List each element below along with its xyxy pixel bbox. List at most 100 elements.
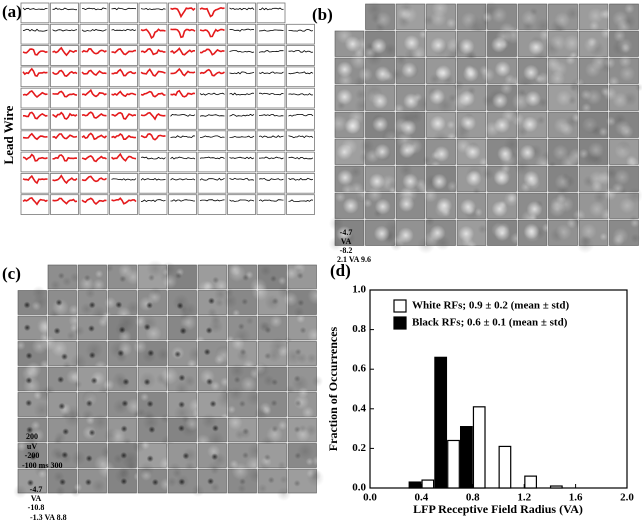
rf-blob <box>296 272 304 280</box>
trace-cell <box>227 130 256 152</box>
rf-texture <box>277 461 287 470</box>
bar <box>459 426 473 489</box>
rf-blob <box>491 7 508 24</box>
trace <box>199 7 225 18</box>
rf-texture <box>306 353 317 364</box>
rf-texture <box>603 187 617 201</box>
rf-texture <box>201 412 217 429</box>
trace <box>111 111 137 120</box>
trace-cell <box>79 109 109 130</box>
rf-blob <box>146 301 154 309</box>
y-tick-label: 0.6 <box>352 363 366 375</box>
rf-texture <box>349 51 368 70</box>
rf-texture <box>222 293 238 309</box>
rf-texture <box>466 240 477 251</box>
trace <box>258 92 284 96</box>
trace-cell <box>109 45 138 66</box>
rf-texture <box>68 304 80 316</box>
rf-blob <box>147 349 155 357</box>
bar <box>524 475 538 489</box>
rf-blob <box>23 301 31 309</box>
x-tick-label: 0.4 <box>415 492 429 504</box>
rf-blob <box>293 375 301 383</box>
trace-cell <box>109 109 138 130</box>
trace-cell <box>256 66 286 88</box>
rf-texture <box>306 327 322 343</box>
trace <box>170 67 196 77</box>
trace <box>52 90 78 98</box>
rf-texture <box>277 420 288 431</box>
rf-texture <box>569 83 578 92</box>
trace-cell <box>256 194 286 215</box>
rf-blob <box>526 201 543 218</box>
trace <box>229 177 255 181</box>
trace <box>23 111 48 120</box>
rf-blob <box>242 274 250 282</box>
trace <box>258 29 284 32</box>
rf-blob <box>401 62 418 79</box>
rf-blob <box>433 145 450 162</box>
trace <box>170 47 195 56</box>
rf-texture <box>132 439 146 453</box>
rf-texture <box>452 79 465 92</box>
rf-blob <box>461 12 478 29</box>
rf-blob <box>494 225 511 242</box>
trace-cell <box>197 151 227 173</box>
rf-texture <box>103 379 115 391</box>
trace <box>258 135 284 138</box>
rf-blob <box>267 476 275 484</box>
y-tick-label: 1.0 <box>352 284 366 296</box>
rf-blob <box>90 377 98 385</box>
panel-label: (a) <box>2 2 22 21</box>
rf-blob <box>370 37 387 54</box>
rf-blob <box>29 453 37 461</box>
rf-texture <box>16 440 27 452</box>
rf-blob <box>552 144 569 161</box>
rf-texture <box>330 115 348 132</box>
rf-blob <box>263 453 271 461</box>
rf-blob <box>336 144 353 161</box>
rf-texture <box>30 420 41 431</box>
trace <box>81 29 107 32</box>
trace-cell <box>168 109 197 130</box>
rf-blob <box>551 60 568 77</box>
rf-texture <box>446 17 457 29</box>
rf-blob <box>429 88 446 105</box>
rf-texture <box>260 265 272 277</box>
rf-blob <box>294 452 302 460</box>
rf-texture <box>517 88 527 98</box>
trace-cell <box>227 23 256 45</box>
rf-texture <box>565 54 576 66</box>
trace-cell <box>286 194 315 215</box>
rf-texture <box>69 272 81 283</box>
trace <box>140 111 166 121</box>
rf-blob <box>554 11 571 28</box>
rf-texture <box>634 83 642 92</box>
rf-blob <box>270 399 278 407</box>
rf-texture <box>625 155 637 167</box>
rf-texture <box>92 278 105 292</box>
trace-cell <box>168 130 197 152</box>
trace <box>200 135 225 139</box>
rf-texture <box>423 188 438 203</box>
rf-texture <box>227 405 236 414</box>
rf-blob <box>207 477 215 485</box>
trace-cell <box>286 45 315 66</box>
trace-cell <box>79 2 109 24</box>
rf-texture <box>367 186 383 203</box>
rf-blob <box>26 426 34 434</box>
rf-blob <box>436 197 453 214</box>
trace <box>288 50 314 53</box>
rf-blob <box>147 274 155 282</box>
rf-texture <box>91 478 106 494</box>
panel-b <box>328 0 642 254</box>
rf-blob <box>242 427 250 435</box>
rf-texture <box>66 331 76 341</box>
y-tick-label: 0.8 <box>352 323 366 335</box>
rf-texture <box>603 57 616 69</box>
rf-texture <box>64 409 82 428</box>
scale-label: -10.8 <box>28 503 45 512</box>
trace <box>52 111 78 120</box>
trace <box>140 7 166 11</box>
rf-blob <box>241 451 249 459</box>
